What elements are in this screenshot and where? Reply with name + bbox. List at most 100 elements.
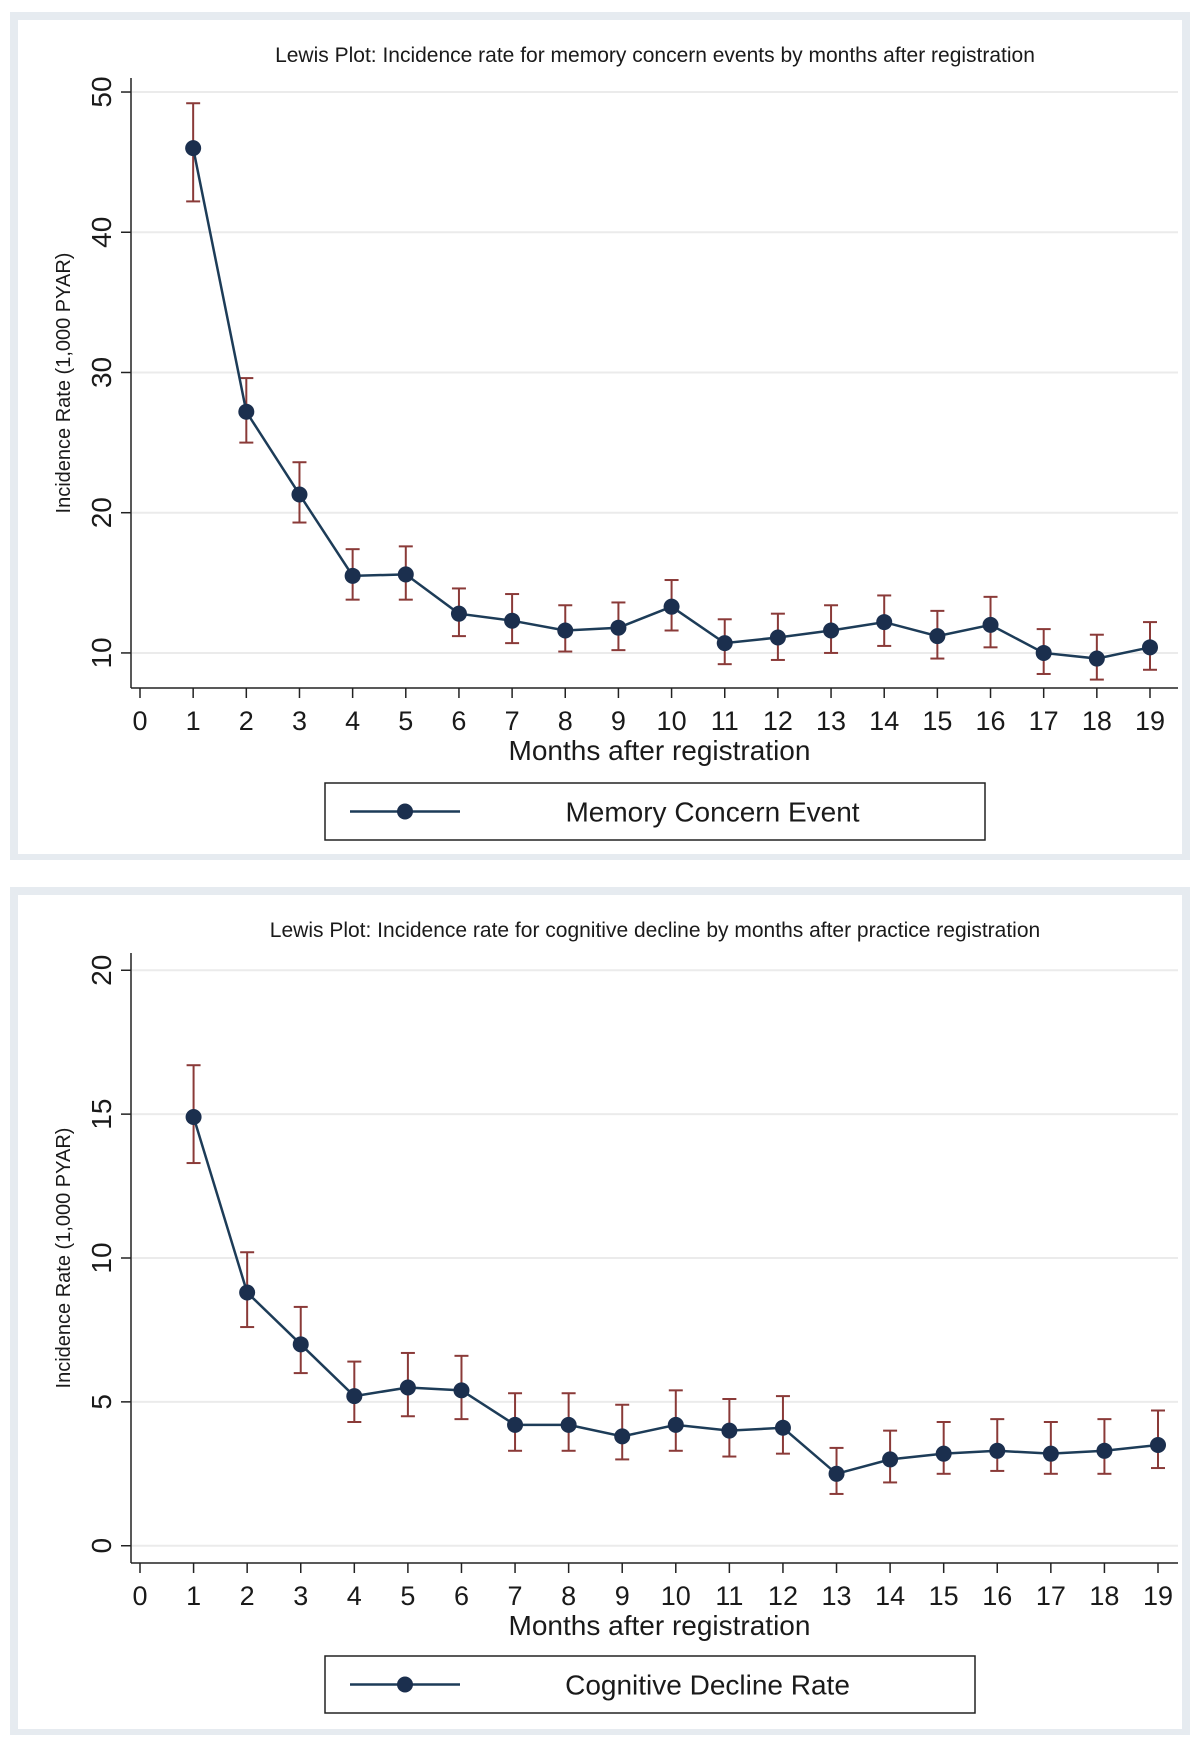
x-tick-label: 4: [345, 706, 360, 736]
chart-title: Lewis Plot: Incidence rate for memory co…: [275, 44, 1035, 67]
y-tick-label: 30: [86, 357, 117, 388]
data-point: [989, 1442, 1006, 1459]
y-tick-label: 20: [86, 955, 117, 986]
data-point: [344, 567, 361, 584]
x-tick-label: 19: [1143, 1581, 1173, 1611]
data-point: [291, 486, 308, 503]
x-tick-label: 6: [454, 1581, 469, 1611]
chart-cognitive-decline: Lewis Plot: Incidence rate for cognitive…: [0, 875, 1200, 1735]
data-point: [828, 1465, 845, 1482]
y-tick-label: 5: [86, 1394, 117, 1410]
legend-marker: [397, 803, 413, 820]
data-point: [399, 1379, 416, 1396]
data-point: [663, 598, 680, 615]
y-axis-title: Incidence Rate (1,000 PYAR): [53, 253, 75, 514]
data-point: [507, 1416, 524, 1433]
data-point: [238, 403, 255, 420]
x-tick-label: 12: [768, 1581, 798, 1611]
y-tick-label: 10: [86, 1242, 117, 1273]
data-point: [292, 1336, 309, 1353]
data-point: [560, 1416, 577, 1433]
x-tick-label: 3: [293, 1581, 308, 1611]
data-point: [504, 612, 521, 629]
x-tick-label: 0: [132, 1581, 147, 1611]
x-tick-label: 16: [976, 706, 1006, 736]
data-point: [823, 622, 840, 639]
x-axis-title: Months after registration: [509, 1610, 811, 1641]
x-tick-label: 18: [1082, 706, 1112, 736]
data-point: [346, 1388, 363, 1405]
chart-title: Lewis Plot: Incidence rate for cognitive…: [270, 919, 1040, 942]
data-point: [769, 629, 786, 646]
x-tick-label: 4: [347, 1581, 362, 1611]
legend-marker: [397, 1676, 413, 1693]
data-point: [929, 628, 946, 645]
x-tick-label: 1: [186, 706, 201, 736]
x-tick-label: 5: [398, 706, 413, 736]
data-point: [774, 1419, 791, 1436]
x-tick-label: 11: [715, 1581, 743, 1611]
chart-svg-memory-concern: Lewis Plot: Incidence rate for memory co…: [10, 12, 1190, 860]
data-point: [1142, 639, 1158, 656]
data-point: [1042, 1445, 1059, 1462]
x-tick-label: 7: [505, 706, 520, 736]
x-tick-label: 7: [508, 1581, 523, 1611]
data-point: [1150, 1437, 1166, 1454]
x-tick-label: 5: [400, 1581, 415, 1611]
data-point: [935, 1445, 952, 1462]
x-tick-label: 2: [240, 1581, 255, 1611]
x-tick-label: 10: [657, 706, 687, 736]
x-tick-label: 6: [451, 706, 466, 736]
data-point: [1035, 644, 1052, 661]
x-tick-label: 18: [1089, 1581, 1119, 1611]
data-point: [716, 635, 733, 652]
data-point: [397, 566, 414, 583]
data-point: [610, 619, 627, 636]
x-tick-label: 12: [763, 706, 793, 736]
chart-memory-concern: Lewis Plot: Incidence rate for memory co…: [0, 0, 1200, 860]
data-point: [1088, 650, 1105, 667]
x-tick-label: 13: [816, 706, 846, 736]
x-tick-label: 15: [922, 706, 952, 736]
chart-background: [18, 20, 1182, 854]
x-tick-label: 15: [929, 1581, 959, 1611]
x-tick-label: 1: [186, 1581, 201, 1611]
chart-background: [18, 895, 1182, 1729]
data-point: [614, 1428, 631, 1445]
x-tick-label: 14: [869, 706, 899, 736]
data-point: [982, 616, 999, 633]
data-point: [450, 605, 467, 622]
x-tick-label: 17: [1029, 706, 1059, 736]
y-tick-label: 40: [86, 217, 117, 248]
x-axis-title: Months after registration: [509, 735, 811, 766]
x-tick-label: 13: [822, 1581, 852, 1611]
x-tick-label: 17: [1036, 1581, 1066, 1611]
data-point: [721, 1422, 738, 1439]
data-point: [667, 1416, 684, 1433]
x-tick-label: 8: [558, 706, 573, 736]
data-point: [185, 140, 202, 157]
x-tick-label: 9: [615, 1581, 630, 1611]
x-tick-label: 9: [611, 706, 626, 736]
data-point: [239, 1284, 256, 1301]
data-point: [882, 1451, 899, 1468]
y-tick-label: 50: [86, 76, 117, 107]
x-tick-label: 19: [1135, 706, 1165, 736]
x-tick-label: 2: [239, 706, 254, 736]
x-tick-label: 8: [561, 1581, 576, 1611]
x-tick-label: 10: [661, 1581, 691, 1611]
x-tick-label: 3: [292, 706, 307, 736]
chart-svg-cognitive-decline: Lewis Plot: Incidence rate for cognitive…: [10, 887, 1190, 1735]
x-tick-label: 16: [982, 1581, 1012, 1611]
legend-label: Memory Concern Event: [565, 797, 859, 828]
x-tick-label: 11: [711, 706, 739, 736]
y-tick-label: 20: [86, 497, 117, 528]
x-tick-label: 0: [132, 706, 147, 736]
y-tick-label: 10: [86, 637, 117, 668]
legend-label: Cognitive Decline Rate: [565, 1670, 850, 1701]
data-point: [185, 1109, 202, 1126]
data-point: [557, 622, 574, 639]
x-tick-label: 14: [875, 1581, 905, 1611]
y-axis-title: Incidence Rate (1,000 PYAR): [53, 1128, 75, 1389]
